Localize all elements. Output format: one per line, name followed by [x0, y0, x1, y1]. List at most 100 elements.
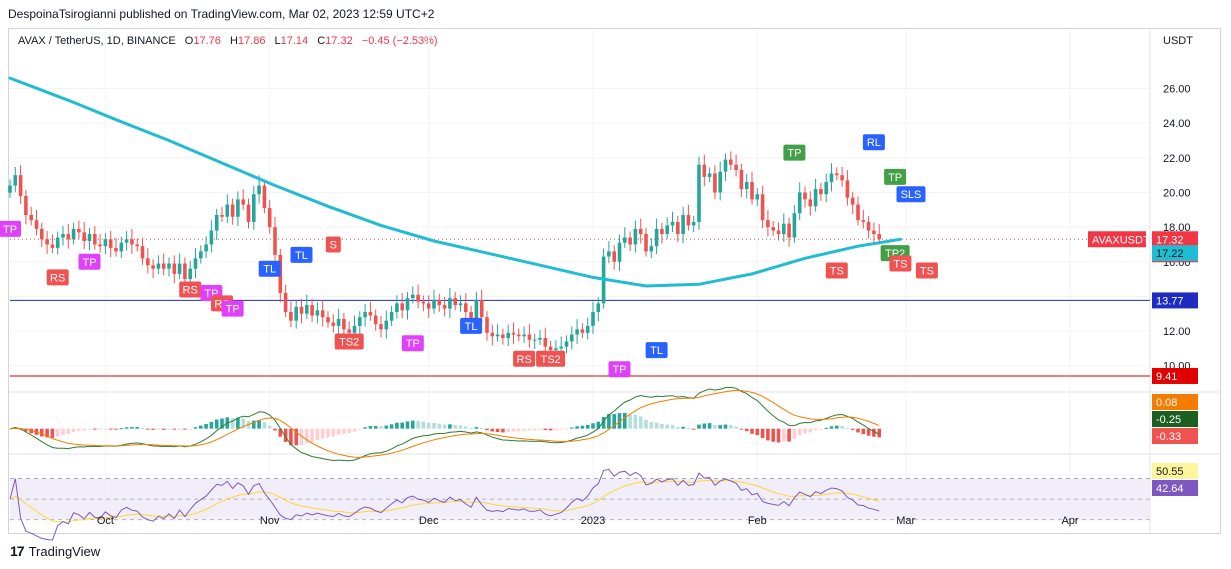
candle — [13, 167, 18, 193]
candle — [299, 298, 304, 324]
macd-histogram-bar — [517, 428, 521, 432]
x-tick-label: Dec — [419, 515, 439, 527]
candle — [633, 220, 638, 253]
macd-histogram-bar — [442, 424, 447, 429]
candle-body — [315, 310, 320, 316]
macd-histogram-bar — [71, 428, 76, 433]
macd-histogram-bar — [676, 426, 680, 429]
macd-histogram-bar — [840, 425, 844, 429]
macd-tag-text: -0.25 — [1156, 414, 1181, 426]
candle — [236, 191, 240, 227]
candle — [691, 215, 696, 232]
candle-body — [220, 215, 224, 217]
candle-body — [538, 338, 542, 340]
candle — [607, 241, 611, 264]
candle-body — [368, 312, 373, 316]
candle-body — [490, 332, 495, 337]
candle — [628, 231, 632, 252]
ma-value-tag: 17.22 — [1152, 245, 1198, 262]
candle — [575, 319, 579, 344]
candle-body — [755, 194, 760, 200]
candle — [511, 322, 516, 344]
macd-histogram-bar — [792, 428, 797, 440]
candle-body — [760, 194, 765, 221]
symbol-title[interactable]: AVAX / TetherUS, 1D, BINANCE — [18, 35, 176, 47]
macd-histogram-bar — [702, 423, 707, 429]
candle — [8, 179, 12, 198]
candle — [437, 293, 442, 312]
candle — [326, 311, 330, 328]
macd-histogram-bar — [866, 428, 871, 436]
signal-text: TL — [650, 345, 663, 357]
candle — [448, 287, 452, 318]
candle-body — [766, 220, 770, 228]
candle-body — [199, 251, 203, 259]
candle — [50, 234, 55, 254]
macd-histogram-bar — [829, 426, 834, 429]
macd-histogram-bar — [617, 413, 622, 429]
macd-histogram-bar — [61, 428, 65, 435]
candle-body — [151, 265, 155, 269]
macd-histogram-bar — [326, 428, 330, 438]
candle — [305, 294, 309, 319]
macd-histogram-bar — [469, 427, 473, 429]
macd-histogram-bar — [267, 425, 272, 429]
signal-box — [334, 333, 364, 350]
candle-body — [119, 242, 124, 252]
macd-histogram-bar — [347, 428, 351, 433]
candle-body — [570, 334, 574, 342]
candle-body — [146, 258, 150, 266]
low-label: L — [274, 35, 281, 47]
signal-text: TP — [612, 364, 626, 376]
candle — [135, 238, 139, 252]
candle — [130, 229, 134, 254]
macd-histogram-bar — [760, 428, 765, 439]
candle — [40, 222, 44, 248]
candle — [220, 206, 224, 222]
candle-body — [511, 332, 516, 335]
candle — [183, 257, 187, 286]
macd-histogram-bar — [877, 428, 881, 438]
candle — [872, 222, 876, 244]
signal-text: TS2 — [541, 354, 561, 366]
macd-histogram-bar — [236, 417, 240, 429]
signal-box — [460, 317, 483, 334]
macd-tag-text: -0.33 — [1156, 431, 1181, 443]
candle-body — [45, 239, 49, 245]
macd-histogram-bar — [681, 426, 685, 429]
candle — [363, 303, 367, 327]
candle — [289, 301, 293, 328]
level-red-tag-text: 9.41 — [1156, 371, 1177, 383]
candle-body — [644, 234, 648, 252]
macd-histogram-bar — [373, 425, 378, 429]
candle-body — [55, 237, 60, 248]
candle-body — [442, 305, 447, 309]
candle-body — [40, 228, 44, 240]
candle — [782, 213, 786, 243]
candle — [787, 217, 791, 247]
candle-body — [8, 185, 12, 193]
candle-body — [98, 244, 102, 247]
candle-body — [34, 220, 39, 229]
candle — [45, 231, 49, 254]
ma-value-tag-box — [1152, 245, 1198, 262]
candle-body — [305, 305, 309, 314]
candle — [124, 231, 129, 251]
candle — [442, 296, 447, 317]
macd-histogram-bar — [40, 428, 44, 437]
price-axis[interactable]: USDT10.0012.0014.0016.0018.0020.0022.002… — [1088, 35, 1199, 384]
candle-body — [543, 338, 548, 347]
candle — [676, 215, 680, 243]
candle — [464, 293, 468, 320]
macd-histogram-bar — [199, 425, 203, 429]
signal-text: TP — [82, 257, 96, 269]
candle-body — [352, 325, 357, 333]
candle-body — [522, 334, 526, 337]
time-axis[interactable]: Oct Nov Dec 2023 Feb Mar Apr — [97, 515, 1079, 527]
last-price-tag-box — [1152, 231, 1198, 248]
candle — [209, 220, 214, 253]
x-tick-label: Apr — [1061, 515, 1078, 527]
candle — [384, 310, 389, 339]
candle — [485, 311, 489, 341]
